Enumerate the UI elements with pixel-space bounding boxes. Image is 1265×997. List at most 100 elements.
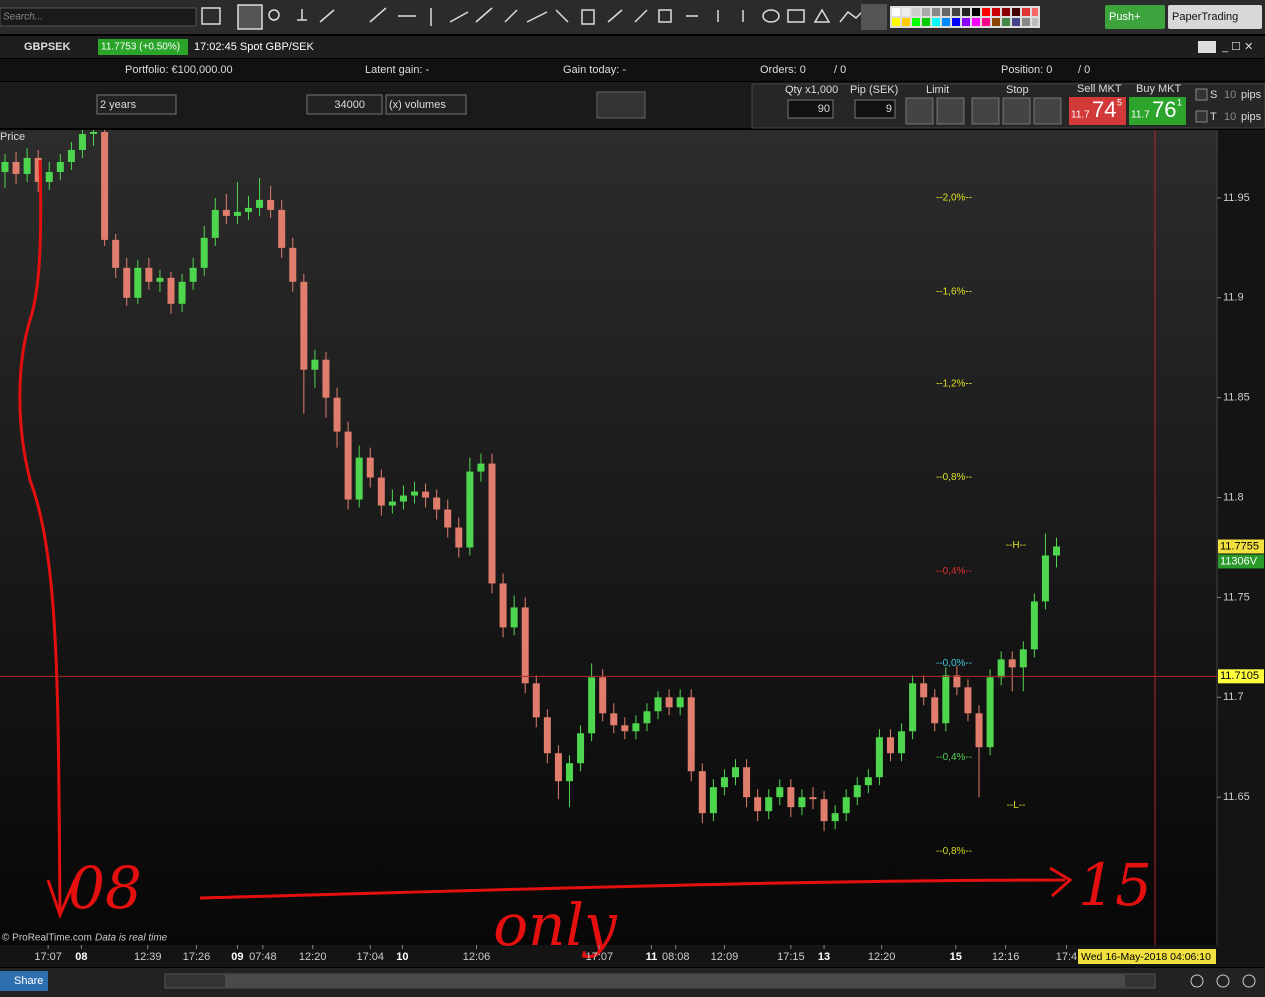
qty-label: Qty x1,000 (785, 84, 838, 96)
s-checkbox[interactable] (1195, 88, 1208, 101)
quote: 11.7753 (+0.50%) (101, 42, 180, 53)
candle-body (809, 797, 817, 800)
candle-body (720, 777, 728, 788)
zoom-icons[interactable] (1190, 974, 1256, 988)
high-low-label: --H-- (1006, 540, 1027, 551)
candle-body (333, 397, 341, 432)
y-tick-label: 11.85 (1223, 392, 1250, 404)
units-input[interactable] (306, 94, 383, 115)
candle-body (123, 267, 131, 298)
units-type-select[interactable] (385, 94, 467, 115)
candle-body (366, 457, 374, 478)
limit-sell[interactable] (936, 97, 965, 125)
buy-button[interactable] (1129, 97, 1186, 125)
x-tick-label: 17:26 (183, 951, 211, 963)
candle-body (920, 683, 928, 698)
portfolio: Portfolio: €100,000.00 (125, 64, 233, 76)
handwriting: 08 only 15 (68, 851, 1152, 959)
price-axis (1217, 130, 1265, 945)
x-tick-label: 17:07 (586, 951, 614, 963)
search-placeholder: Search... (3, 12, 43, 23)
limit-buy[interactable] (905, 97, 934, 125)
level-label: --1,2%-- (936, 378, 972, 389)
color-palette[interactable] (890, 6, 1040, 28)
candle-body (90, 131, 98, 134)
candle-body (1, 161, 9, 172)
paper-label: PaperTrading (1172, 11, 1238, 23)
share-label: Share (14, 975, 43, 987)
candle-body (444, 509, 452, 528)
buy-big: 76 (1152, 97, 1176, 122)
handwritten-note: 15 (1078, 851, 1152, 919)
units-type: (x) volumes (389, 99, 446, 111)
candle-body (554, 753, 562, 782)
sell-prefix: 11.7 (1071, 110, 1090, 121)
candle-body (543, 717, 551, 754)
y-tick-label: 11.7 (1223, 691, 1244, 703)
realtime: Data is real time (95, 933, 168, 944)
quote-box (98, 39, 188, 55)
units: 34000 (334, 99, 365, 111)
candle-body (488, 463, 496, 584)
crosshair-price-box (1218, 669, 1264, 684)
level-label: --0,8%-- (936, 846, 972, 857)
sell-label: Sell MKT (1077, 83, 1122, 95)
scroll-thumb[interactable] (225, 975, 1125, 987)
candle-body (222, 209, 230, 216)
position-sub: / 0 (1078, 64, 1090, 76)
active-tool[interactable] (861, 4, 887, 30)
t-checkbox[interactable] (1195, 110, 1208, 123)
last-price: 11.7755 (1220, 540, 1259, 552)
x-tick-label: 17:04 (356, 951, 384, 963)
x-tick-label: 13 (818, 951, 830, 963)
share-button[interactable] (0, 971, 48, 991)
x-tick-label: 08 (75, 951, 87, 963)
stop-trail[interactable] (1033, 97, 1062, 125)
push-button[interactable] (1105, 5, 1165, 29)
t-label: T (1210, 111, 1217, 123)
window-controls[interactable]: _ ☐ ✕ (1221, 41, 1253, 53)
candle-body (1053, 546, 1061, 556)
qty-input[interactable] (787, 99, 834, 119)
qty: 90 (818, 103, 830, 115)
candle-body (355, 457, 363, 500)
candle-body (532, 683, 540, 718)
sell-button[interactable] (1069, 97, 1126, 125)
level-label: --1,6%-- (936, 286, 972, 297)
candle-body (986, 677, 994, 748)
orders: Orders: 0 (760, 64, 806, 76)
s-pips: 10 (1224, 89, 1236, 101)
y-tick-label: 11.9 (1223, 292, 1244, 304)
indicator-button[interactable] (596, 91, 646, 119)
pip-input[interactable] (854, 99, 896, 119)
keyboard-icon[interactable] (1198, 41, 1216, 53)
paper-button[interactable] (1168, 5, 1262, 29)
stop-sell[interactable] (1002, 97, 1031, 125)
limit-label: Limit (926, 84, 949, 96)
period-select[interactable] (96, 94, 177, 115)
t-unit: pips (1241, 111, 1262, 123)
x-tick-label: 12:39 (134, 951, 162, 963)
candle-body (842, 797, 850, 814)
candle-body (289, 247, 297, 282)
candle-body (12, 161, 20, 174)
candle-body (422, 491, 430, 498)
s-unit: pips (1241, 89, 1262, 101)
candle-body (687, 697, 695, 772)
stop-buy[interactable] (971, 97, 1000, 125)
brand: © ProRealTime.com (2, 933, 92, 944)
candle-body (200, 237, 208, 268)
tool-icons[interactable] (201, 4, 865, 30)
level-label: --0,8%-- (936, 472, 972, 483)
candle-body (565, 763, 573, 782)
candle-body (676, 697, 684, 708)
candle-body (964, 687, 972, 714)
candle-body (45, 171, 53, 182)
x-tick-label: 17:07 (34, 951, 62, 963)
gain-today: Gain today: - (563, 64, 626, 76)
candle-body (267, 199, 275, 210)
search-box[interactable] (0, 7, 197, 27)
x-tick-label: 12:20 (868, 951, 896, 963)
candle-body (931, 697, 939, 724)
